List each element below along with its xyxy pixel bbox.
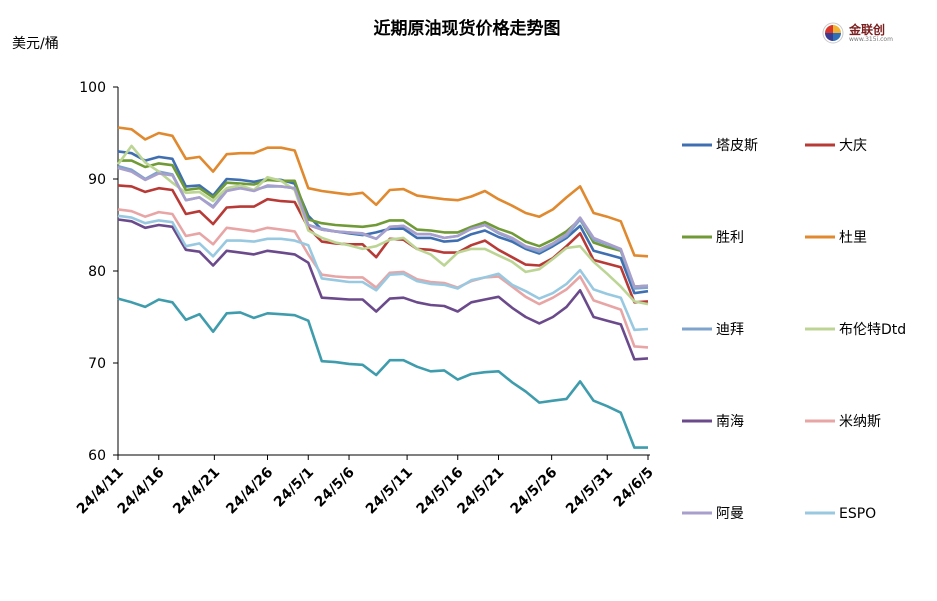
- y-tick-label: 60: [88, 448, 106, 464]
- chart-title: 近期原油现货价格走势图: [374, 18, 561, 39]
- brand-logo: 金联创 www.315i.com: [822, 20, 902, 46]
- series-line-3: [118, 159, 649, 288]
- series-lines: [116, 126, 649, 449]
- x-tick-label: 24/5/11: [363, 465, 416, 518]
- legend-label: 胜利: [716, 230, 744, 246]
- legend-label: ESPO: [839, 506, 876, 522]
- x-tick-label: 24/5/6: [312, 465, 358, 511]
- series-line-10: [117, 214, 649, 332]
- series-line-1: [117, 150, 649, 295]
- x-tick-label: 24/4/21: [170, 465, 223, 518]
- logo-subtext: www.315i.com: [849, 36, 893, 43]
- series-line-6: [116, 144, 649, 306]
- legend-label: 米纳斯: [839, 414, 881, 430]
- logo-text: 金联创: [849, 23, 886, 37]
- legend-label: 南海: [716, 414, 744, 430]
- series-line-8: [117, 208, 649, 349]
- legend-label: 杜里: [839, 230, 867, 246]
- x-tick-label: 24/6/5: [611, 465, 657, 511]
- y-axis-unit-label: 美元/桶: [12, 36, 59, 52]
- series-line-7: [117, 218, 649, 361]
- series-line-11: [117, 297, 648, 449]
- x-tick-label: 24/4/26: [223, 465, 276, 518]
- legend-label: 布伦特Dtd: [839, 322, 906, 338]
- y-tick-label: 100: [79, 80, 106, 96]
- logo-mark-icon: [822, 22, 844, 44]
- legend-label: 迪拜: [716, 322, 744, 338]
- legend-label: 塔皮斯: [716, 138, 758, 154]
- x-tick-label: 24/5/26: [507, 465, 560, 518]
- series-line-9: [117, 166, 649, 288]
- x-tick-label: 24/5/1: [271, 465, 317, 511]
- series-line-4: [117, 126, 649, 258]
- y-tick-label: 70: [88, 356, 106, 372]
- legend-label: 大庆: [839, 138, 867, 154]
- y-tick-label: 90: [88, 172, 106, 188]
- y-tick-label: 80: [88, 264, 106, 280]
- legend-label: 阿曼: [716, 506, 744, 522]
- x-tick-label: 24/5/31: [563, 465, 616, 518]
